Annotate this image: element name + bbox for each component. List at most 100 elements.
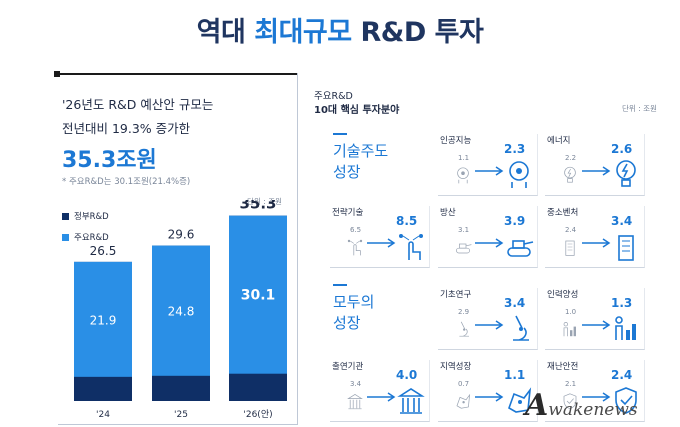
focus-area-prev-value: 1.0 [565,308,577,316]
x-tick-label: '25 [174,410,188,420]
panel-corner-dot [54,71,60,77]
focus-area-new-value: 4.0 [396,368,418,382]
left-panel-divider [297,73,298,424]
focus-area-prev-value: 2.9 [458,308,470,316]
arrow-right-icon [475,320,504,330]
building-icon [618,235,634,261]
group-label-inclusive-line2: 성장 [333,314,361,332]
rd-budget-bar-chart: 26.5 21.9 '24 29.6 24.8 '25 35.3 30.1 '26(안) [74,200,287,420]
energy-bulb-icon [564,166,576,183]
data-label-major: 24.8 [168,305,195,319]
data-label-gov: 29.6 [168,228,195,242]
focus-area-title: 방산 [440,208,456,218]
focus-area-new-value: 1.1 [504,368,526,382]
data-label-gov: 26.5 [90,244,117,258]
focus-area-prev-value: 0.7 [458,380,470,388]
focus-area-title: 중소벤처 [547,208,579,218]
focus-area-card: 중소벤처 2.4 3.4 [545,206,645,268]
focus-area-new-value: 8.5 [396,214,418,228]
arrow-right-icon [582,320,611,330]
focus-area-title: 인력양성 [547,290,579,300]
bar-major-rd [74,261,132,377]
focus-area-prev-value: 3.4 [350,380,362,388]
x-tick-label: '26(안) [243,409,272,420]
people-chart-icon [615,316,636,340]
arrow-right-icon [582,166,611,176]
focus-area-title: 출연기관 [332,362,364,372]
focus-area-card: 재난안전 2.1 2.4 [545,360,645,422]
budget-note: * 주요R&D는 30.1조원(21.4%증) [62,177,191,187]
focus-area-title: 지역성장 [440,362,472,372]
focus-area-card: 인력양성 1.0 1.3 [545,288,645,350]
focus-areas-title-line1: 주요R&D [314,91,353,102]
arrow-right-icon [582,238,611,248]
focus-area-prev-value: 2.4 [565,226,577,234]
watermark-text: wakenews [548,400,638,420]
data-label-major: 21.9 [90,313,117,327]
group-label-tech-line1: 기술주도 [333,142,389,160]
focus-area-title: 인공지능 [440,136,472,146]
left-panel [54,71,298,424]
focus-area-card: 인공지능 1.1 2.3 [438,134,538,196]
focus-area-title: 전략기술 [332,208,364,218]
focus-area-card: 방산 3.1 3.9 [438,206,538,268]
page-headline: 역대 최대규모 R&D 투자 [0,10,680,49]
focus-areas-title-line2: 10대 핵심 투자분야 [314,105,400,116]
watermark-cap: A [525,388,549,423]
microscope-icon [513,315,529,341]
left-panel-bottom-border [58,424,298,425]
group-label-tech-line2: 성장 [333,163,361,181]
group-label-accent-bar [333,284,347,286]
focus-area-prev-value: 6.5 [350,226,362,234]
arrow-right-icon [475,238,504,248]
focus-area-new-value: 2.4 [611,368,633,382]
legend-swatch-gov [62,212,69,220]
budget-amount: 35.3조원 [62,148,157,173]
group-label-accent-bar [333,133,347,135]
bar-major-rd [152,245,210,376]
tank-icon [456,243,472,254]
chart-legend: 정부R&D 주요R&D [62,210,109,252]
ai-head-icon [457,167,469,184]
focus-area-new-value: 2.6 [611,142,633,156]
focus-area-new-value: 3.4 [504,296,526,310]
group-label-inclusive-line1: 모두의 [333,293,375,311]
group-label-tech-led: 기술주도 성장 [333,133,388,183]
focus-area-card: 지역성장 0.7 1.1 [438,360,538,422]
headline-part2: 최대규모 [254,17,352,48]
legend-swatch-major [62,233,69,241]
arrow-right-icon [367,238,396,248]
safety-shield-icon [563,393,577,410]
region-map-icon [508,387,532,413]
focus-area-title: 재난안전 [547,362,579,372]
arrow-right-icon [582,392,611,402]
group-label-inclusive: 모두의 성장 [333,284,374,334]
region-map-icon [456,393,471,409]
headline-part1: 역대 [196,17,255,48]
focus-area-title: 기초연구 [440,290,472,300]
legend-item-major: 주요R&D [62,231,109,243]
safety-shield-icon [615,387,637,414]
budget-subtitle-line2: 전년대비 19.3% 증가한 [62,121,191,136]
focus-area-card: 전략기술 6.5 8.5 [330,206,430,268]
microscope-icon [459,321,469,337]
focus-area-prev-value: 1.1 [458,154,470,162]
headline-part3: R&D 투자 [351,17,484,48]
legend-label-major: 주요R&D [74,233,109,243]
focus-area-new-value: 3.9 [504,214,526,228]
arrow-right-icon [475,166,504,176]
focus-areas-unit: 단위 : 조원 [622,104,657,113]
legend-label-gov: 정부R&D [74,212,109,222]
touch-circuit-icon [347,239,363,256]
focus-area-new-value: 2.3 [504,142,526,156]
legend-item-gov: 정부R&D [62,210,109,222]
touch-circuit-icon [399,234,423,260]
focus-area-card: 기초연구 2.9 3.4 [438,288,538,350]
focus-area-card: 에너지 2.2 2.6 [545,134,645,196]
x-tick-label: '24 [96,410,110,420]
data-label-major: 30.1 [241,288,276,304]
bar-major-rd [229,215,287,374]
arrow-right-icon [475,392,504,402]
arrow-right-icon [367,392,396,402]
energy-bulb-icon [616,160,636,187]
